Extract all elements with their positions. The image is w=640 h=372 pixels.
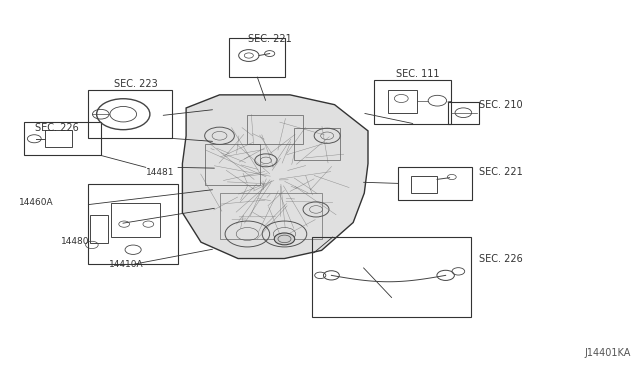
Text: SEC. 226: SEC. 226: [479, 254, 522, 263]
Bar: [248, 115, 303, 144]
Bar: [90, 215, 108, 243]
Text: 14460A: 14460A: [19, 198, 54, 207]
Text: SEC. 210: SEC. 210: [479, 100, 522, 110]
Text: 14481: 14481: [146, 169, 175, 177]
Bar: [374, 80, 451, 124]
Text: SEC. 223: SEC. 223: [114, 79, 157, 89]
Bar: [448, 102, 479, 124]
Bar: [88, 90, 172, 138]
Bar: [45, 130, 72, 147]
Bar: [294, 128, 340, 160]
Text: SEC. 226: SEC. 226: [35, 124, 79, 133]
Bar: [220, 193, 321, 239]
Bar: [24, 122, 101, 155]
Polygon shape: [182, 95, 368, 259]
Bar: [229, 38, 285, 77]
Text: J14401KA: J14401KA: [584, 348, 630, 358]
Circle shape: [275, 233, 294, 245]
Bar: [88, 184, 178, 264]
Text: 14410A: 14410A: [109, 260, 143, 269]
Bar: [398, 167, 472, 200]
Text: SEC. 221: SEC. 221: [248, 34, 292, 44]
Bar: [312, 237, 471, 317]
Text: SEC. 221: SEC. 221: [479, 167, 522, 177]
Text: 14480: 14480: [61, 237, 90, 246]
Bar: [205, 144, 260, 185]
Bar: [412, 176, 437, 193]
Bar: [388, 90, 417, 113]
Bar: [111, 203, 160, 237]
Text: SEC. 111: SEC. 111: [396, 70, 439, 79]
